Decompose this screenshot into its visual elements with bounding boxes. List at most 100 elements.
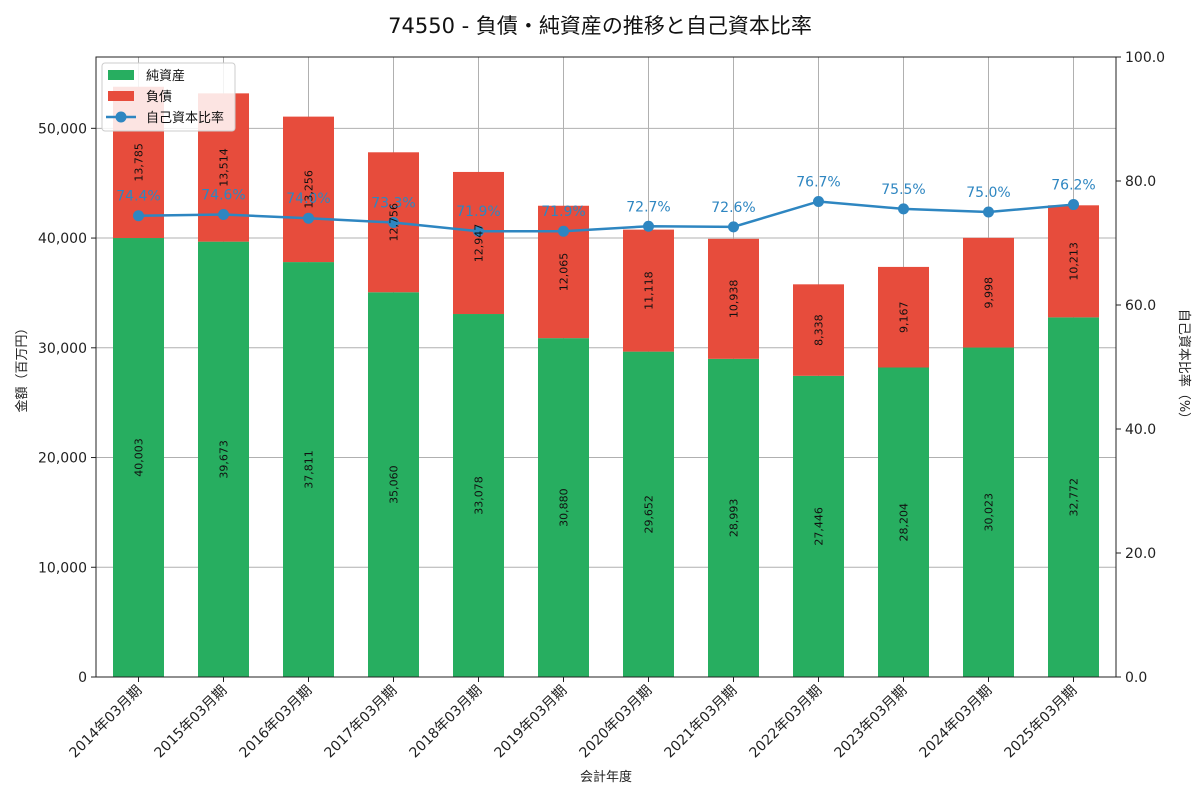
- x-tick-label: 2023年03月期: [832, 683, 911, 762]
- ratio-point: [898, 203, 909, 215]
- ratio-point: [643, 220, 654, 232]
- ratio-line-path: [138, 200, 1074, 233]
- bar-net-assets: [538, 338, 589, 677]
- y-tick-label: 10,000: [38, 560, 87, 576]
- bar-label-liabilities: 10,213: [1068, 242, 1081, 281]
- x-axis-title: 会計年度: [580, 769, 632, 785]
- y2-tick-label: 20.0: [1125, 546, 1156, 562]
- legend-box: [101, 62, 236, 132]
- bar-net-assets: [793, 375, 844, 677]
- bar-label-net-assets: 30,880: [558, 488, 571, 527]
- ratio-point: [1068, 199, 1079, 211]
- ratio-point: [558, 225, 569, 237]
- bar-label-net-assets: 27,446: [813, 507, 826, 546]
- bar-label-liabilities: 12,065: [558, 253, 571, 292]
- bar-net-assets: [623, 351, 674, 677]
- bar-label-net-assets: 39,673: [218, 440, 231, 479]
- bar-label-net-assets: 32,772: [1068, 478, 1081, 517]
- bar-label-liabilities: 12,756: [388, 203, 401, 242]
- ratio-label: 74.6%: [201, 187, 245, 203]
- bar-liabilities: [1048, 205, 1099, 318]
- y-tick-label: 0: [78, 670, 87, 686]
- bar-net-assets: [453, 314, 504, 677]
- ratio-point: [813, 195, 824, 207]
- bar-label-net-assets: 33,078: [473, 476, 486, 515]
- x-tick-label: 2017年03月期: [322, 683, 401, 762]
- bar-label-net-assets: 35,060: [388, 465, 401, 504]
- bar-net-assets: [963, 347, 1014, 677]
- legend-label-liabilities: 負債: [146, 90, 172, 105]
- bar-label-net-assets: 30,023: [983, 493, 996, 532]
- bar-liabilities: [623, 229, 674, 352]
- bar-liabilities: [793, 284, 844, 376]
- bar-label-net-assets: 28,204: [898, 503, 911, 542]
- ratio-label: 72.6%: [711, 200, 755, 216]
- y2-tick-label: 100.0: [1125, 50, 1165, 66]
- plot-frame: [95, 56, 1117, 678]
- ratio-point: [133, 210, 144, 222]
- bar-liabilities: [453, 171, 504, 315]
- x-tick-label: 2019年03月期: [492, 683, 571, 762]
- y-tick-label: 40,000: [38, 231, 87, 247]
- ratio-line: 74.4% 74.6% 74.0% 73.3% 71.9% 71.9% 72.7% 72.6%…: [116, 174, 1096, 237]
- legend-swatch-liabilities: [108, 91, 134, 101]
- ratio-label: 71.9%: [456, 204, 500, 220]
- x-tick-label: 2024年03月期: [917, 683, 996, 762]
- x-tick-label: 2025年03月期: [1002, 683, 1081, 762]
- legend: 純資産 負債 自己資本比率: [101, 62, 236, 132]
- x-tick-label: 2016年03月期: [237, 683, 316, 762]
- ratio-label: 73.3%: [371, 196, 415, 212]
- ratio-point: [218, 208, 229, 220]
- bar-net-assets: [368, 292, 419, 677]
- y-tick-label: 50,000: [38, 121, 87, 137]
- bar-label-liabilities: 11,118: [643, 271, 656, 310]
- bar-net-assets: [283, 262, 334, 677]
- ratio-label: 74.4%: [116, 189, 160, 205]
- chart-title: 74550 - 負債・純資産の推移と自己資本比率: [388, 14, 812, 38]
- bar-label-liabilities: 13,785: [133, 143, 146, 182]
- ratio-point: [473, 225, 484, 237]
- bar-net-assets: [198, 241, 249, 677]
- y-axis-title: 金額（百万円）: [14, 321, 30, 412]
- bar-net-assets: [113, 238, 164, 677]
- ratio-label: 75.0%: [966, 185, 1010, 201]
- x-tick-label: 2020年03月期: [577, 683, 656, 762]
- bar-label-liabilities: 12,947: [473, 224, 486, 262]
- legend-swatch-net-assets: [108, 70, 134, 80]
- bar-liabilities: [708, 238, 759, 359]
- y-tick-label: 30,000: [38, 341, 87, 357]
- bar-net-assets: [708, 358, 759, 677]
- bar-liabilities: [878, 266, 929, 368]
- y-tick-label: 20,000: [38, 451, 87, 467]
- ratio-label: 76.7%: [796, 174, 840, 190]
- bar-label-net-assets: 29,652: [643, 495, 656, 534]
- y2-axis-title: 自己資本比率（%）: [1176, 309, 1192, 425]
- bar-label-net-assets: 28,993: [728, 499, 741, 538]
- bar-label-liabilities: 13,256: [303, 170, 316, 209]
- ratio-point: [983, 206, 994, 218]
- ratio-label: 75.5%: [881, 182, 925, 198]
- x-tick-label: 2018年03月期: [407, 683, 486, 762]
- bar-liabilities: [283, 116, 334, 263]
- bar-label-liabilities: 9,167: [898, 301, 911, 333]
- bar-net-assets: [878, 367, 929, 677]
- bar-liabilities: [963, 237, 1014, 348]
- ratio-point: [388, 217, 399, 229]
- y2-tick-label: 40.0: [1125, 422, 1156, 438]
- bar-label-liabilities: 10,938: [728, 280, 741, 319]
- ratio-point: [303, 212, 314, 224]
- x-tick-label: 2014年03月期: [67, 683, 146, 762]
- y2-tick-label: 60.0: [1125, 298, 1156, 314]
- ratio-label: 72.7%: [626, 199, 670, 215]
- legend-label-net-assets: 純資産: [146, 68, 185, 84]
- bar-net-assets: [1048, 317, 1099, 677]
- bar-label-liabilities: 13,514: [218, 148, 231, 187]
- x-tick-label: 2021年03月期: [662, 683, 741, 762]
- bar-label-net-assets: 40,003: [133, 438, 146, 477]
- ratio-label: 71.9%: [541, 204, 585, 220]
- legend-marker-ratio: [115, 111, 127, 123]
- x-tick-label: 2015年03月期: [152, 683, 231, 762]
- bar-label-liabilities: 8,338: [813, 314, 826, 346]
- data-labels: 40,003 13,785 39,673 13,514 37,811 13,256 35,0…: [133, 143, 1081, 546]
